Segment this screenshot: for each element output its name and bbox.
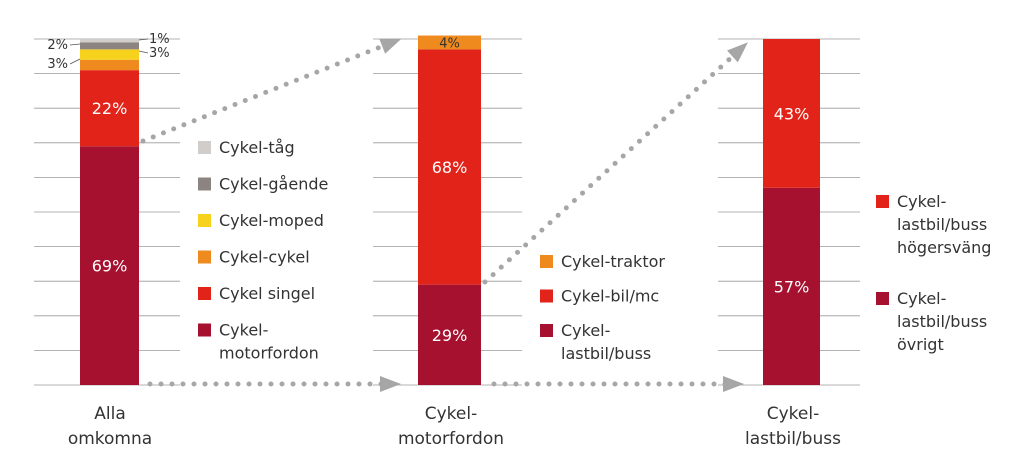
data-label: 3%: [47, 57, 68, 72]
legend-swatch: [198, 141, 211, 154]
legend-swatch: [198, 214, 211, 227]
arrow-head: [723, 376, 744, 392]
arrow-head: [379, 38, 402, 54]
bar-segment: [418, 284, 481, 385]
category-label: motorfordon: [398, 429, 504, 449]
bar-segment: [80, 146, 139, 385]
legend-label: övrigt: [897, 335, 944, 354]
bar-segment: [418, 35, 481, 50]
legend-label: Cykel-bil/mc: [561, 287, 659, 306]
legend-label: Cykel-: [897, 289, 946, 308]
data-label: 3%: [149, 46, 170, 61]
data-label: 57%: [774, 277, 810, 296]
bar-segment: [80, 42, 139, 50]
legend-label: högersväng: [897, 238, 991, 257]
bar-segment: [418, 49, 481, 285]
legend-swatch: [876, 195, 889, 208]
legend-label: Cykel-: [219, 321, 268, 340]
legend-label: lastbil/buss: [561, 344, 651, 363]
legend-swatch: [876, 292, 889, 305]
bar-segment: [80, 59, 139, 71]
leader-line: [138, 38, 149, 41]
category-label: omkomna: [68, 429, 152, 449]
legend-label: Cykel singel: [219, 284, 315, 303]
bar-segment: [80, 49, 139, 60]
legend-swatch: [198, 323, 211, 337]
legend-swatch: [198, 250, 211, 264]
data-label: 4%: [439, 36, 460, 51]
data-label: 2%: [47, 38, 68, 53]
leader-line: [69, 43, 81, 46]
legend-label: lastbil/buss: [897, 215, 987, 234]
legend-label: Cykel-cykel: [219, 248, 310, 267]
arrow-head: [380, 376, 401, 392]
legend-label: Cykel-gående: [219, 175, 328, 194]
legend-swatch: [540, 324, 553, 337]
data-label: 43%: [774, 104, 810, 123]
arrow-head: [727, 42, 748, 63]
category-label: Cykel-: [425, 404, 478, 424]
legend-swatch: [540, 255, 553, 268]
legend-label: Cykel-: [561, 321, 610, 340]
leader-line: [138, 50, 149, 54]
legend-label: Cykel-tåg: [219, 138, 295, 157]
data-label: 22%: [92, 99, 128, 118]
dotted-connector: [140, 37, 401, 144]
legend-swatch: [540, 289, 553, 303]
legend-label: motorfordon: [219, 344, 319, 363]
bar-segment: [80, 70, 139, 147]
legend-swatch: [198, 287, 211, 300]
data-label: 1%: [149, 32, 170, 47]
dotted-connector: [482, 42, 748, 285]
category-label: lastbil/buss: [745, 429, 841, 449]
legend-label: lastbil/buss: [897, 312, 987, 331]
legend-label: Cykel-moped: [219, 211, 324, 230]
data-label: 68%: [432, 158, 468, 177]
category-label: Cykel-: [767, 404, 820, 424]
bar-segment: [763, 187, 820, 385]
category-label: Alla: [94, 404, 126, 424]
bar-segment: [80, 39, 139, 43]
data-label: 29%: [432, 326, 468, 345]
legend-label: Cykel-traktor: [561, 252, 665, 271]
leader-line: [69, 58, 81, 65]
legend-label: Cykel-: [897, 192, 946, 211]
legend-swatch: [198, 177, 211, 191]
data-label: 69%: [92, 257, 128, 276]
bar-segment: [763, 39, 820, 188]
